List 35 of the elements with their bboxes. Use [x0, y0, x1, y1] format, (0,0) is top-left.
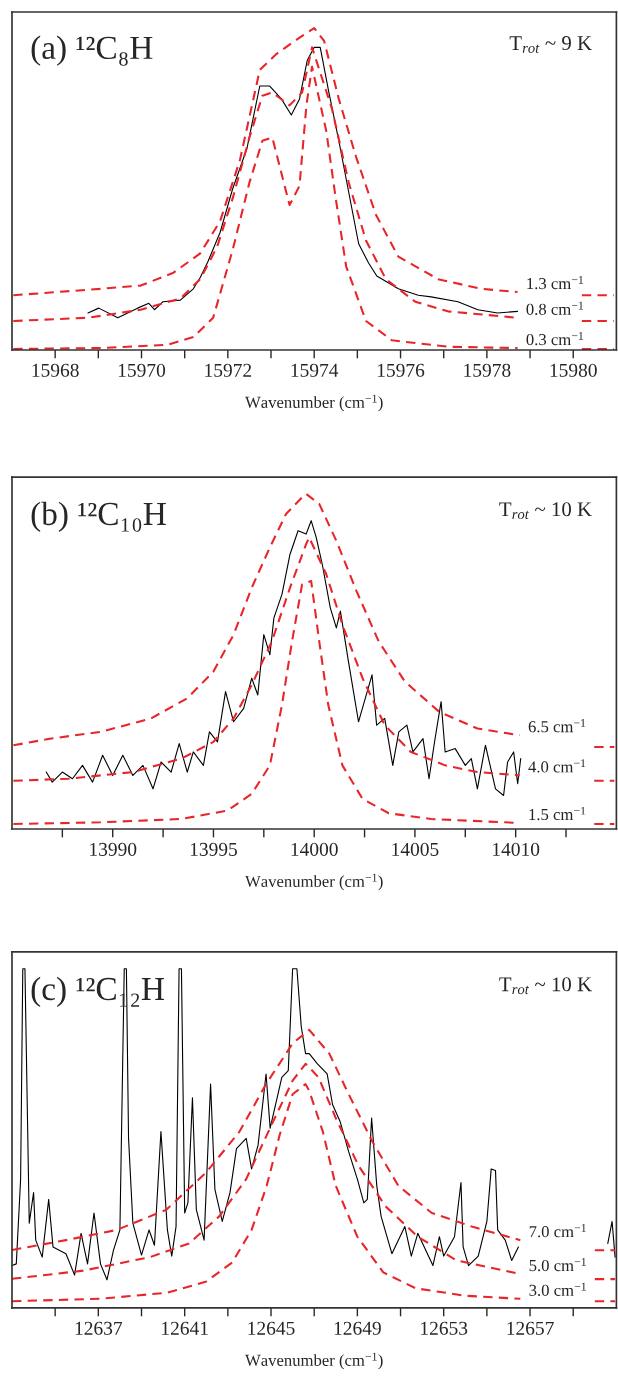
series-label: 7.0 cm$^{−1}$ [529, 1224, 586, 1238]
series-label: 1.3 cm$^{−1}$ [527, 275, 584, 290]
x-tick-label: 15968 [32, 363, 79, 377]
x-tick-label: 12653 [421, 1321, 468, 1335]
annotation: T$_{rot}$ ~ 10 K [499, 977, 592, 995]
x-tick-label: 12645 [248, 1321, 295, 1335]
x-tick-label: 12657 [507, 1321, 554, 1335]
series-label: 0.8 cm$^{−1}$ [526, 301, 584, 315]
annotation: T$_{rot}$ ~ 9 K [509, 36, 592, 53]
series-label: 5.0 cm$^{−1}$ [529, 1257, 586, 1272]
x-tick-label: 13990 [90, 842, 137, 856]
x-tick-label: 15972 [205, 363, 252, 377]
annotation: T$_{rot}$ ~ 10 K [499, 502, 592, 520]
x-axis-title: Wavenumber (cm$^{−1}$) [245, 873, 383, 891]
x-tick-label: 15976 [377, 363, 425, 377]
x-tick-label: 14010 [493, 842, 540, 856]
chart-title: (b) ¹²C₁₀H [31, 501, 166, 532]
series-label: 3.0 cm$^{−1}$ [529, 1282, 586, 1296]
x-tick-label: 15970 [118, 363, 166, 377]
x-axis-title: Wavenumber (cm$^{−1}$) [245, 394, 383, 412]
x-tick-label: 15974 [291, 363, 339, 377]
chart-title: (a) ¹²C₈H [31, 35, 153, 66]
series-label: 0.3 cm$^{−1}$ [526, 331, 584, 346]
series-label: 6.5 cm$^{−1}$ [528, 719, 586, 733]
x-tick-label: 15978 [464, 363, 511, 377]
x-tick-label: 12649 [334, 1321, 381, 1335]
series-label: 4.0 cm$^{−1}$ [528, 759, 586, 773]
x-axis-title: Wavenumber (cm$^{−1}$) [245, 1352, 383, 1370]
x-tick-label: 15980 [550, 363, 597, 377]
x-tick-label: 13995 [190, 842, 237, 856]
x-tick-label: 14005 [392, 842, 439, 856]
x-tick-label: 12637 [75, 1321, 123, 1335]
x-tick-label: 14000 [291, 842, 338, 856]
series-label: 1.5 cm$^{−1}$ [529, 806, 586, 821]
x-tick-label: 12641 [162, 1321, 208, 1335]
